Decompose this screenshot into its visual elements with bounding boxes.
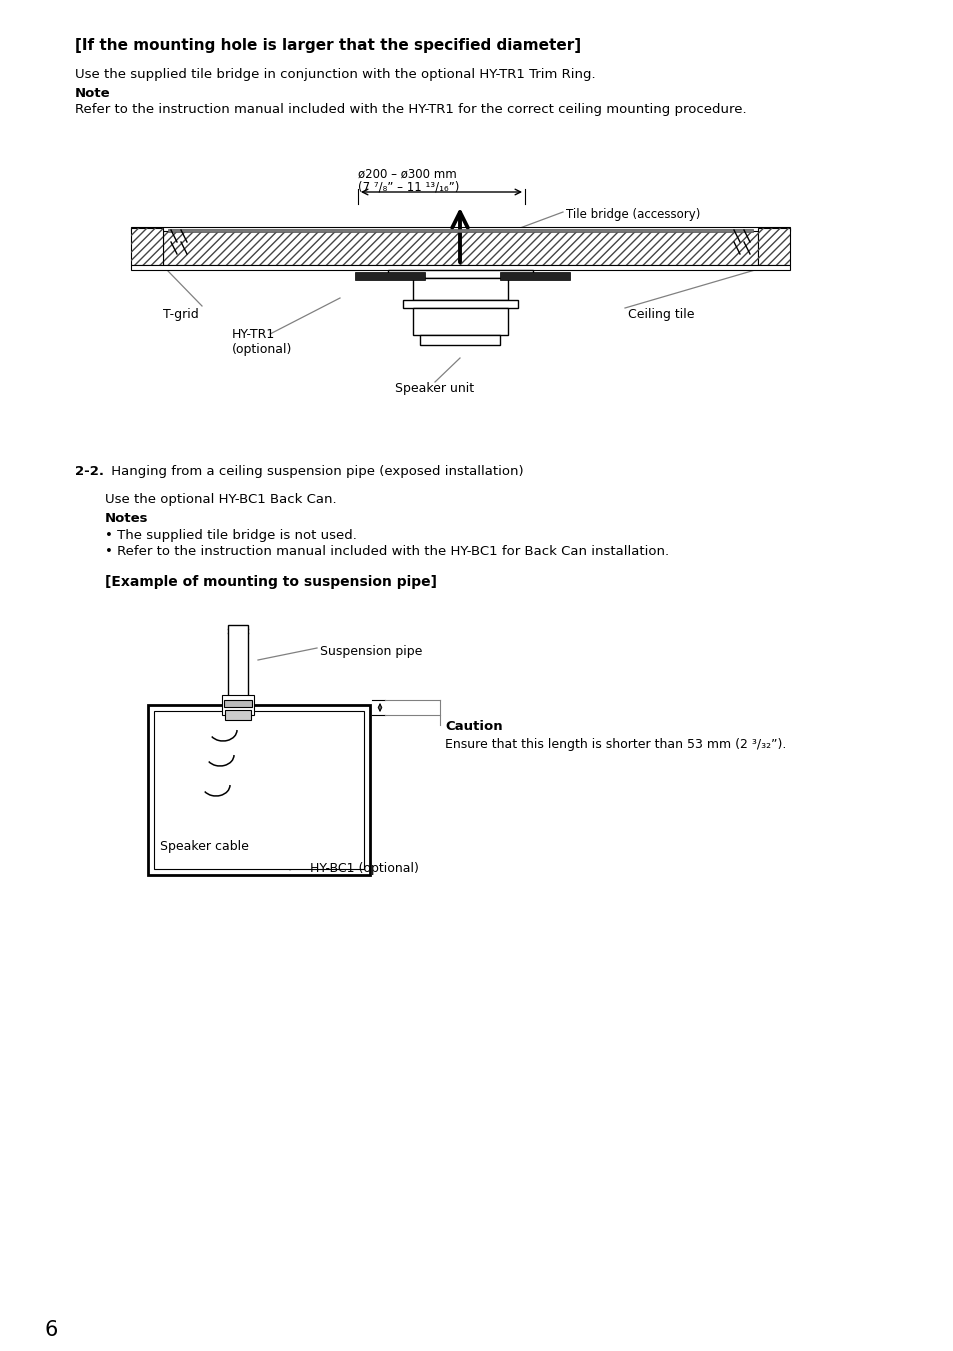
Text: Caution: Caution	[444, 720, 502, 734]
Text: Note: Note	[75, 86, 111, 100]
Bar	[758, 228, 789, 265]
Bar	[163, 228, 758, 265]
Bar	[163, 228, 758, 265]
Text: (7 ⁷/₈” – 11 ¹³/₁₆”): (7 ⁷/₈” – 11 ¹³/₁₆”)	[357, 181, 459, 195]
Text: • The supplied tile bridge is not used.: • The supplied tile bridge is not used.	[105, 530, 356, 542]
Text: ø200 – ø300 mm: ø200 – ø300 mm	[357, 168, 456, 181]
Bar	[758, 228, 789, 265]
Text: T-grid: T-grid	[163, 308, 198, 322]
Text: 6: 6	[45, 1320, 58, 1340]
Bar	[499, 272, 569, 280]
Text: Refer to the instruction manual included with the HY-TR1 for the correct ceiling: Refer to the instruction manual included…	[75, 103, 746, 116]
Bar	[419, 335, 499, 345]
Bar	[131, 227, 789, 231]
Bar	[224, 700, 252, 707]
Text: Speaker unit: Speaker unit	[395, 382, 474, 394]
Bar	[355, 272, 424, 280]
Bar	[225, 711, 251, 720]
Text: Ceiling tile: Ceiling tile	[627, 308, 694, 322]
Text: Use the optional HY-BC1 Back Can.: Use the optional HY-BC1 Back Can.	[105, 493, 336, 507]
Bar	[413, 278, 507, 300]
Text: Notes: Notes	[105, 512, 149, 526]
Text: [Example of mounting to suspension pipe]: [Example of mounting to suspension pipe]	[105, 576, 436, 589]
Text: HY-BC1 (optional): HY-BC1 (optional)	[310, 862, 418, 875]
Text: Speaker cable: Speaker cable	[160, 840, 249, 852]
Bar	[131, 228, 163, 265]
Text: [If the mounting hole is larger that the specified diameter]: [If the mounting hole is larger that the…	[75, 38, 580, 53]
Bar	[153, 711, 364, 869]
Text: HY-TR1
(optional): HY-TR1 (optional)	[232, 328, 292, 357]
Bar	[148, 705, 370, 875]
Bar	[413, 308, 507, 335]
Bar	[222, 694, 253, 715]
Text: Ensure that this length is shorter than 53 mm (2 ³/₃₂”).: Ensure that this length is shorter than …	[444, 738, 785, 751]
Bar	[388, 270, 533, 278]
Bar	[228, 626, 248, 705]
Text: Hanging from a ceiling suspension pipe (exposed installation): Hanging from a ceiling suspension pipe (…	[107, 465, 523, 478]
Text: 2-2.: 2-2.	[75, 465, 104, 478]
Bar	[131, 228, 163, 265]
Bar	[168, 230, 752, 232]
Bar	[402, 300, 517, 308]
Bar	[131, 265, 789, 270]
Text: Use the supplied tile bridge in conjunction with the optional HY-TR1 Trim Ring.: Use the supplied tile bridge in conjunct…	[75, 68, 595, 81]
Text: Suspension pipe: Suspension pipe	[319, 644, 422, 658]
Text: Tile bridge (accessory): Tile bridge (accessory)	[565, 208, 700, 222]
Text: • Refer to the instruction manual included with the HY-BC1 for Back Can installa: • Refer to the instruction manual includ…	[105, 544, 668, 558]
